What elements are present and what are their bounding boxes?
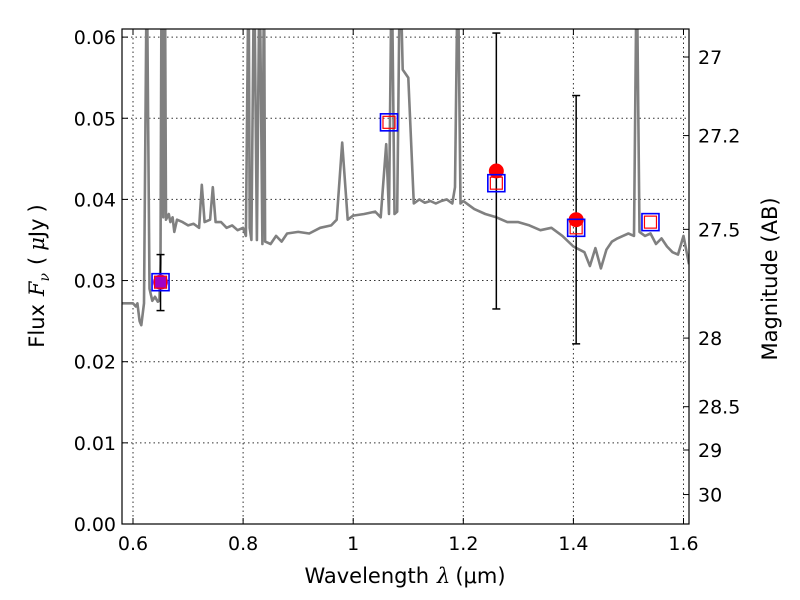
x-axis-label-symbol: λ <box>436 564 450 588</box>
x-axis-label-prefix: Wavelength <box>304 564 429 588</box>
spectrum-series <box>122 29 689 327</box>
x-tick-label: 1.6 <box>668 533 698 555</box>
plot-frame <box>121 28 690 525</box>
y-tick-label: 0.05 <box>74 108 116 130</box>
x-tick-label: 0.6 <box>118 533 148 555</box>
y-tick-label: 0.04 <box>74 189 116 211</box>
model-photometry-series <box>151 113 660 292</box>
error-bar-series <box>156 32 581 345</box>
y-axis-label-mu: μ <box>25 237 49 251</box>
model-photometry-square <box>641 212 660 232</box>
y-tick-label: 0.06 <box>74 27 116 49</box>
observed-flux-point <box>153 274 169 290</box>
y-tick-label: 0.03 <box>74 271 116 293</box>
model-photometry-square <box>151 272 170 292</box>
y-axis-label-prefix: Flux <box>25 304 49 348</box>
observed-flux-point <box>488 163 504 179</box>
model-photometry-inner-square <box>643 215 658 229</box>
right-tick-label: 29 <box>698 440 722 462</box>
x-tick-label: 1.4 <box>558 533 588 555</box>
y-axis-label-unit: Jy <box>25 218 49 239</box>
observed-flux-series <box>153 163 584 290</box>
x-axis-label: Wavelength λ (μm) <box>304 564 505 588</box>
y-tick-label: 0.00 <box>74 514 116 536</box>
right-tick-label: 28.5 <box>698 397 740 419</box>
y-axis-label-symbol: F <box>25 280 49 297</box>
right-tick-label: 27.5 <box>698 219 740 241</box>
right-tick-label: 28 <box>698 328 722 350</box>
y-tick-label: 0.01 <box>74 433 116 455</box>
y-axis-label-paren-open: ( <box>25 257 49 265</box>
model-photometry-inner-square <box>569 221 583 235</box>
y-tick-label: 0.02 <box>74 352 116 374</box>
model-photometry-square <box>566 218 586 238</box>
spectrum-line <box>122 29 689 327</box>
grid-lines <box>122 29 689 525</box>
model-photometry-square <box>379 113 399 132</box>
model-photometry-inner-square <box>382 115 396 129</box>
right-axis-label: Magnitude (AB) <box>758 197 782 360</box>
y-axis-label: Flux Fν ( μJy) <box>25 204 53 347</box>
right-tick-label: 27.2 <box>698 126 740 148</box>
y-axis-label-subscript: ν <box>37 272 53 281</box>
axis-ticks: 0.6 0.8 1 1.2 1.4 1.6 0.00 0.01 0.02 0.03 0.04 0.05… <box>74 27 741 555</box>
x-tick-label: 1.2 <box>448 533 478 555</box>
right-tick-label: 30 <box>698 485 722 507</box>
model-photometry-square <box>487 173 506 193</box>
x-axis-label-unit: (μm) <box>455 564 505 588</box>
x-tick-label: 0.8 <box>228 533 258 555</box>
right-tick-label: 27 <box>698 47 722 69</box>
model-photometry-inner-square <box>489 176 503 190</box>
x-tick-label: 1 <box>347 533 359 555</box>
model-photometry-inner-square <box>153 275 168 289</box>
y-axis-label-paren-close: ) <box>25 204 49 212</box>
